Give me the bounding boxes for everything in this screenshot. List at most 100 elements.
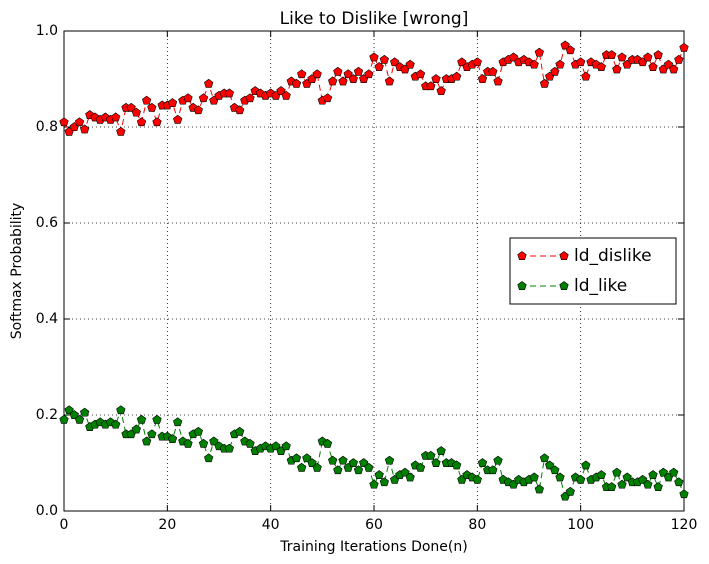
data-point (648, 470, 658, 479)
data-point (576, 474, 586, 484)
data-point (555, 59, 565, 69)
data-point (426, 81, 436, 91)
data-point (142, 95, 152, 105)
data-point (488, 66, 498, 76)
data-point (663, 59, 674, 69)
data-point (674, 477, 684, 487)
data-point (193, 426, 203, 436)
x-tick-label: 120 (671, 517, 698, 533)
data-point (353, 66, 364, 76)
data-point (338, 76, 348, 86)
data-point (379, 477, 389, 487)
data-point (472, 474, 482, 484)
data-point (457, 57, 467, 67)
data-point (204, 78, 214, 88)
legend-marker (559, 251, 569, 260)
data-point (281, 441, 291, 451)
data-point (147, 102, 157, 112)
data-point (648, 62, 658, 71)
data-point (400, 467, 410, 477)
data-point (638, 474, 648, 484)
x-tick-label: 20 (158, 517, 176, 533)
data-point (69, 410, 79, 419)
data-point (74, 117, 85, 127)
data-point (64, 405, 74, 415)
y-tick-label: 1.0 (36, 23, 58, 39)
data-point (328, 455, 338, 465)
data-point (612, 467, 622, 477)
data-point (534, 47, 544, 57)
data-point (374, 62, 384, 71)
data-point (224, 88, 234, 98)
data-point (297, 69, 307, 79)
data-point (198, 438, 209, 448)
data-point (353, 465, 364, 475)
data-point (328, 76, 338, 86)
data-point (307, 458, 317, 467)
data-point (384, 76, 395, 86)
data-point (167, 434, 178, 443)
data-point (643, 52, 653, 62)
data-point (508, 52, 519, 62)
data-point (596, 470, 606, 479)
data-point (136, 414, 147, 424)
x-tick-label: 0 (60, 517, 69, 533)
data-point (488, 465, 498, 475)
y-tick-label: 0.4 (36, 311, 58, 327)
data-point (147, 429, 157, 439)
data-point (384, 455, 395, 465)
y-tick-label: 0.6 (36, 215, 58, 231)
data-point (596, 62, 606, 71)
data-point (617, 479, 627, 489)
data-point (477, 74, 488, 83)
x-tick-label: 60 (365, 517, 383, 533)
data-point (348, 458, 358, 467)
data-point (80, 407, 90, 417)
data-point (193, 105, 203, 115)
data-point (348, 74, 358, 83)
data-point (390, 57, 400, 67)
data-point (643, 479, 653, 489)
data-point (653, 50, 663, 59)
data-point (529, 472, 539, 482)
data-point (452, 71, 462, 81)
data-point (431, 458, 441, 467)
data-point (565, 486, 575, 496)
data-point (302, 453, 312, 463)
data-point (183, 93, 193, 103)
data-point (369, 52, 379, 62)
data-point (359, 458, 369, 467)
data-point (560, 40, 570, 50)
data-point (111, 112, 121, 122)
data-point (452, 460, 462, 470)
data-point (291, 453, 302, 463)
x-axis-label: Training Iterations Done(n) (279, 539, 467, 555)
data-point (653, 482, 663, 491)
data-point (369, 479, 379, 489)
data-point (276, 86, 286, 95)
data-point (297, 462, 307, 472)
data-point (235, 105, 245, 115)
data-point (338, 455, 348, 465)
data-point (364, 69, 374, 79)
data-point (607, 50, 617, 59)
data-point (555, 472, 565, 482)
data-point (550, 66, 560, 76)
data-point (669, 64, 679, 74)
legend-label: ld_like (574, 276, 627, 296)
data-point (581, 71, 591, 81)
data-point (142, 436, 152, 446)
legend-marker (517, 281, 527, 290)
data-point (415, 462, 426, 472)
x-tick-label: 100 (567, 517, 594, 533)
data-point (539, 78, 550, 88)
data-point (235, 426, 245, 436)
data-point (607, 482, 617, 491)
data-point (131, 107, 141, 117)
data-point (312, 462, 322, 472)
y-tick-label: 0.2 (36, 407, 58, 423)
chart-title: Like to Dislike [wrong] (280, 9, 469, 29)
x-tick-label: 40 (262, 517, 280, 533)
data-point (116, 405, 126, 415)
